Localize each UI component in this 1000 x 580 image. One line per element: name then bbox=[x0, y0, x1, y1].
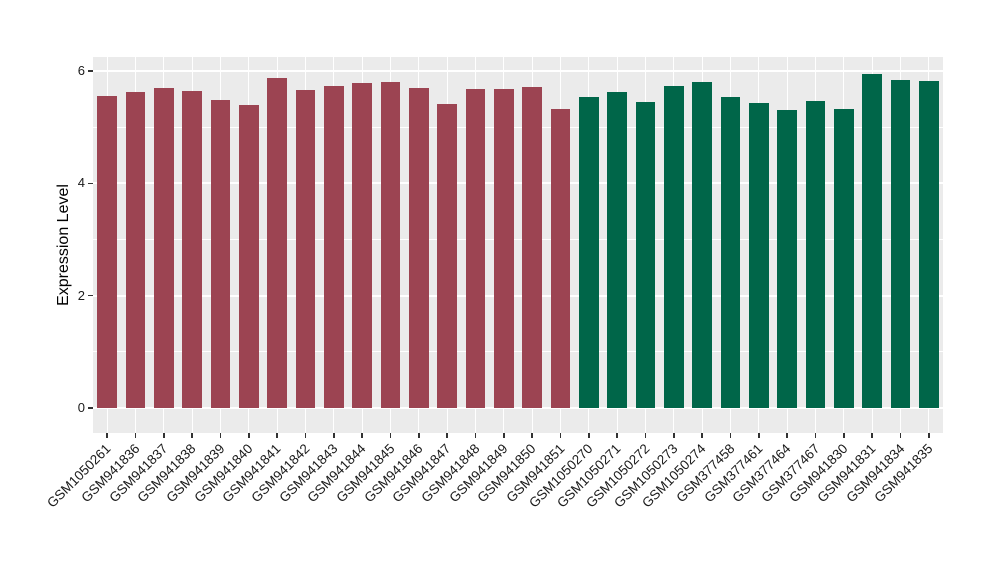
x-tick-mark bbox=[163, 433, 165, 438]
bar-GSM941834 bbox=[890, 79, 911, 408]
x-tick-mark bbox=[276, 433, 278, 438]
x-tick-mark bbox=[248, 433, 250, 438]
x-tick-mark bbox=[446, 433, 448, 438]
bar-GSM941835 bbox=[918, 80, 939, 408]
bar-GSM941846 bbox=[408, 87, 429, 408]
x-tick-mark bbox=[843, 433, 845, 438]
major-gridline bbox=[93, 69, 943, 72]
major-gridline bbox=[93, 407, 943, 409]
x-tick-mark bbox=[559, 433, 562, 438]
bar-GSM941831 bbox=[862, 73, 883, 408]
y-tick-label: 4 bbox=[77, 175, 85, 191]
x-tick-mark bbox=[503, 433, 505, 438]
x-tick-mark bbox=[644, 433, 647, 438]
x-tick-mark bbox=[304, 433, 307, 438]
major-gridline bbox=[93, 182, 943, 185]
x-tick-mark bbox=[333, 433, 335, 438]
y-tick-label: 0 bbox=[77, 400, 85, 415]
x-tick-mark bbox=[786, 433, 788, 438]
y-tick-mark bbox=[88, 294, 93, 297]
bar-GSM941844 bbox=[352, 83, 373, 408]
bar-GSM941840 bbox=[238, 105, 259, 408]
y-tick-mark bbox=[88, 70, 93, 72]
bar-GSM941849 bbox=[493, 88, 514, 408]
x-tick-mark bbox=[219, 433, 222, 438]
bar-GSM941837 bbox=[153, 88, 174, 408]
bar-GSM1050273 bbox=[663, 85, 684, 408]
bar-GSM1050271 bbox=[607, 91, 628, 408]
x-tick-mark bbox=[899, 433, 902, 438]
x-tick-mark bbox=[361, 433, 363, 438]
x-tick-mark bbox=[729, 433, 732, 438]
bar-GSM941841 bbox=[267, 78, 288, 408]
x-tick-mark bbox=[531, 433, 533, 438]
y-tick-mark bbox=[88, 407, 93, 409]
y-tick-mark bbox=[88, 182, 93, 185]
bar-GSM941843 bbox=[323, 86, 344, 408]
x-tick-mark bbox=[928, 433, 930, 438]
bar-GSM1050272 bbox=[635, 102, 656, 408]
bar-GSM941836 bbox=[125, 91, 146, 408]
x-tick-mark bbox=[758, 433, 760, 438]
bar-GSM941850 bbox=[522, 86, 543, 408]
x-tick-mark bbox=[134, 433, 137, 438]
bar-GSM941838 bbox=[182, 90, 203, 408]
bar-GSM941830 bbox=[833, 108, 854, 408]
x-tick-mark bbox=[588, 433, 590, 438]
x-tick-mark bbox=[106, 433, 108, 438]
bar-GSM941848 bbox=[465, 88, 486, 408]
bar-GSM941839 bbox=[210, 100, 231, 408]
x-tick-mark bbox=[389, 433, 392, 438]
bar-GSM941851 bbox=[550, 108, 571, 408]
x-tick-mark bbox=[701, 433, 703, 438]
minor-gridline bbox=[93, 239, 943, 240]
bar-GSM941842 bbox=[295, 89, 316, 408]
x-tick-mark bbox=[616, 433, 618, 438]
bar-GSM377461 bbox=[748, 103, 769, 408]
minor-gridline bbox=[93, 126, 943, 128]
bar-GSM1050270 bbox=[578, 96, 599, 408]
y-tick-label: 2 bbox=[77, 287, 85, 303]
x-tick-mark bbox=[871, 433, 873, 438]
bar-GSM941845 bbox=[380, 82, 401, 408]
bar-GSM1050274 bbox=[692, 82, 713, 408]
x-tick-mark bbox=[814, 433, 817, 438]
x-tick-mark bbox=[474, 433, 477, 438]
bar-GSM377467 bbox=[805, 101, 826, 408]
bar-GSM1050261 bbox=[97, 96, 118, 408]
x-tick-mark bbox=[673, 433, 675, 438]
bar-GSM941847 bbox=[437, 103, 458, 408]
bar-GSM377464 bbox=[777, 110, 798, 408]
x-tick-mark bbox=[418, 433, 420, 438]
major-gridline bbox=[93, 294, 943, 297]
plot-panel bbox=[93, 57, 943, 433]
minor-gridline bbox=[93, 351, 943, 353]
x-tick-mark bbox=[191, 433, 193, 438]
y-tick-label: 6 bbox=[77, 62, 85, 78]
bar-GSM377458 bbox=[720, 97, 741, 408]
